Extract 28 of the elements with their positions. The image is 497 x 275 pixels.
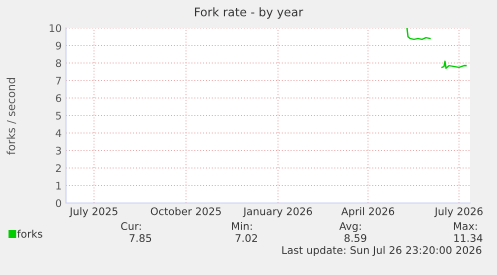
- y-axis-title: forks / second: [6, 78, 16, 155]
- y-tick-label: 5: [56, 112, 61, 120]
- y-tick-label: 4: [56, 129, 62, 137]
- text: Min:: [232, 222, 252, 230]
- y-tick-label: 6: [56, 94, 62, 102]
- y-tick-label: 9: [56, 42, 62, 50]
- x-tick-label: July 2025: [69, 207, 118, 218]
- y-tick-label: 7: [56, 76, 61, 84]
- x-tick-label: July 2026: [434, 207, 483, 218]
- text: Max:: [454, 222, 477, 230]
- y-tick-label: 8: [56, 59, 62, 68]
- y-tick-label: 2: [56, 164, 61, 172]
- text: 7.02: [236, 234, 257, 242]
- x-tick-label: April 2026: [341, 207, 394, 218]
- y-tick-label: 3: [56, 146, 61, 155]
- x-tick-label: October 2025: [150, 207, 221, 216]
- text: 7.85: [130, 234, 152, 242]
- text: 11.34: [454, 234, 482, 242]
- y-tick-label: 0: [56, 199, 62, 208]
- y-tick-label: 10: [50, 24, 62, 32]
- text: Avg:: [339, 222, 361, 232]
- text: Last update: Sun Jul 26 23:20:00 2026: [282, 246, 482, 256]
- text: Cur:: [121, 222, 141, 230]
- legend-label: forks: [17, 230, 42, 238]
- text: 8.59: [344, 234, 366, 242]
- x-tick-label: January 2026: [242, 207, 312, 218]
- y-tick-label: 1: [56, 182, 61, 190]
- chart-title: Fork rate - by year: [194, 7, 304, 19]
